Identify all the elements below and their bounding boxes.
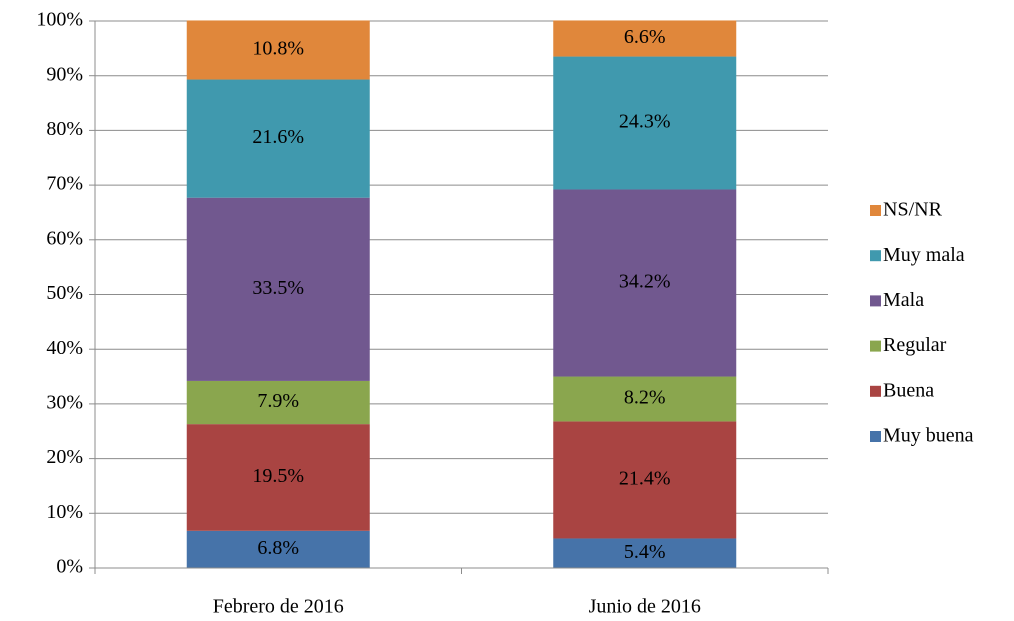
data-label: 21.4% (619, 468, 671, 490)
y-tick-label: 20% (46, 446, 83, 468)
y-tick-label: 10% (46, 501, 83, 523)
y-tick-label: 100% (36, 9, 83, 31)
legend-swatch (870, 385, 881, 397)
x-tick-label: Febrero de 2016 (213, 596, 344, 618)
legend-label: NS/NR (883, 199, 943, 221)
legend-label: Buena (883, 379, 934, 401)
legend-swatch (870, 431, 881, 442)
y-tick-label: 80% (46, 118, 83, 140)
data-label: 33.5% (252, 277, 304, 299)
data-label: 5.4% (624, 541, 666, 563)
legend-swatch (870, 205, 881, 216)
data-label: 19.5% (252, 465, 304, 487)
bar-segment (553, 56, 737, 190)
bar-segment (186, 424, 370, 531)
bar-segment (553, 538, 737, 568)
data-label: 34.2% (619, 271, 671, 293)
data-label: 6.8% (257, 537, 299, 559)
y-tick-label: 60% (46, 227, 83, 249)
legend-swatch (870, 340, 881, 352)
legend-label: Mala (883, 289, 924, 311)
bar-segment (186, 79, 370, 198)
y-tick-label: 40% (46, 337, 83, 359)
bar-segment (186, 197, 370, 381)
legend-label: Muy buena (883, 425, 974, 447)
y-tick-label: 30% (46, 391, 83, 413)
y-tick-label: 50% (46, 282, 83, 304)
y-tick-label: 0% (56, 556, 83, 578)
legend-swatch (870, 295, 881, 307)
x-tick-label: Junio de 2016 (589, 596, 701, 618)
legend-label: Regular (883, 334, 947, 356)
data-label: 7.9% (257, 390, 299, 412)
bar-segment (186, 20, 370, 80)
bar-segment (553, 376, 737, 422)
legend-label: Muy mala (883, 244, 965, 266)
bar-segment (553, 421, 737, 539)
data-label: 21.6% (252, 126, 304, 148)
y-tick-label: 70% (46, 173, 83, 195)
y-tick-label: 90% (46, 63, 83, 85)
bar-segment (553, 20, 737, 57)
legend-swatch (870, 250, 881, 262)
data-label: 6.6% (624, 26, 666, 48)
data-label: 24.3% (619, 111, 671, 133)
bar-segment (186, 380, 370, 425)
data-label: 10.8% (252, 38, 304, 60)
bar-segment (553, 189, 737, 377)
data-label: 8.2% (624, 387, 666, 409)
bar-segment (186, 530, 370, 568)
